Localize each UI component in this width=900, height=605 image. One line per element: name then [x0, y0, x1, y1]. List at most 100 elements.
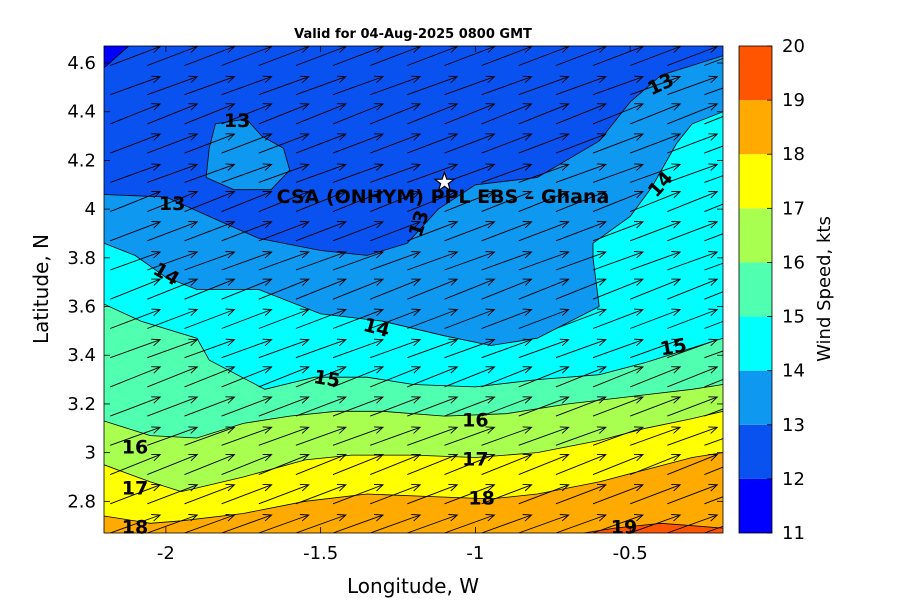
colorbar-tick-label: 13 — [782, 415, 805, 436]
wind-arrow — [481, 338, 533, 359]
y-tick-label: 4.6 — [67, 53, 96, 74]
wind-arrow — [704, 438, 723, 446]
wind-arrow — [332, 103, 385, 125]
wind-arrow — [147, 133, 199, 154]
wind-arrow — [295, 396, 347, 417]
wind-arrow — [481, 251, 533, 271]
wind-arrow — [481, 453, 533, 476]
wind-arrow — [518, 278, 570, 300]
wind-arrow — [147, 366, 199, 388]
wind-arrow — [630, 396, 682, 417]
contour-label-19: 19 — [611, 517, 637, 539]
wind-arrow — [407, 278, 459, 300]
wind-arrow — [555, 426, 607, 446]
colorbar-frame — [738, 45, 773, 534]
wind-arrow — [630, 453, 682, 476]
wind-arrow — [295, 483, 347, 505]
wind-arrow — [444, 190, 496, 213]
wind-arrow — [295, 103, 347, 125]
wind-arrow — [184, 221, 236, 242]
wind-arrow — [110, 483, 162, 505]
wind-arrow — [370, 453, 422, 476]
band-fill-18-19 — [104, 452, 723, 533]
contour-label-13: 13 — [224, 110, 250, 132]
wind-arrow — [110, 133, 162, 154]
wind-arrow — [332, 133, 385, 154]
wind-arrow — [184, 103, 236, 125]
wind-arrow — [295, 453, 347, 476]
wind-arrow — [592, 75, 645, 96]
wind-arrow — [481, 278, 533, 300]
wind-arrow — [221, 426, 273, 446]
wind-arrow — [370, 278, 422, 300]
wind-arrow — [518, 514, 570, 533]
colorbar-tick-label: 14 — [782, 361, 805, 382]
wind-arrow — [295, 75, 347, 96]
wind-arrow — [332, 251, 385, 271]
wind-arrow — [370, 221, 422, 242]
wind-arrow — [258, 308, 310, 329]
wind-arrow — [592, 163, 645, 183]
wind-arrow — [407, 163, 459, 183]
wind-arrow — [221, 190, 273, 213]
wind-arrow — [370, 366, 422, 388]
wind-arrow — [667, 483, 719, 505]
wind-arrow — [258, 163, 310, 183]
wind-arrow — [630, 251, 682, 271]
wind-arrow — [592, 514, 645, 533]
wind-arrow — [110, 453, 162, 476]
wind-arrow — [667, 75, 719, 96]
wind-arrow — [295, 163, 347, 183]
contour-line-13 — [104, 55, 723, 256]
wind-arrow — [518, 251, 570, 271]
wind-arrow — [110, 426, 162, 446]
wind-arrow — [444, 514, 496, 533]
wind-arrow — [481, 190, 533, 213]
wind-arrow — [444, 483, 496, 505]
wind-arrow — [667, 426, 719, 446]
wind-arrow — [184, 366, 236, 388]
wind-arrow — [704, 525, 723, 533]
wind-arrow — [444, 426, 496, 446]
wind-arrow — [370, 133, 422, 154]
wind-arrow — [630, 75, 682, 96]
wind-arrow — [147, 514, 199, 533]
wind-arrow — [555, 308, 607, 329]
wind-arrow — [555, 483, 607, 505]
colorbar-label: Wind Speed, kts — [814, 216, 835, 362]
site-label: CSA (ONHYM) PPL EBS – Ghana — [277, 186, 610, 208]
wind-arrow — [332, 163, 385, 183]
wind-arrow — [184, 308, 236, 329]
wind-arrow — [704, 291, 723, 300]
wind-arrow — [481, 396, 533, 417]
wind-arrow — [184, 251, 236, 271]
wind-arrow — [110, 75, 162, 96]
colorbar-tick-label: 17 — [782, 198, 805, 219]
wind-arrow — [221, 221, 273, 242]
wind-arrow — [295, 338, 347, 359]
wind-arrow — [221, 366, 273, 388]
wind-arrow — [110, 514, 162, 533]
wind-arrow — [184, 453, 236, 476]
wind-arrow — [630, 483, 682, 505]
contour-label-18: 18 — [122, 517, 148, 539]
wind-arrow — [667, 514, 719, 533]
wind-arrow — [481, 483, 533, 505]
wind-arrow — [407, 426, 459, 446]
wind-arrow — [555, 338, 607, 359]
wind-arrow — [407, 308, 459, 329]
wind-arrow — [370, 190, 422, 213]
wind-arrow — [407, 75, 459, 96]
wind-arrow — [370, 163, 422, 183]
wind-arrow — [258, 483, 310, 505]
wind-arrow — [407, 133, 459, 154]
wind-arrow — [295, 308, 347, 329]
wind-arrow — [332, 366, 385, 388]
wind-arrow — [630, 221, 682, 242]
wind-arrow — [370, 75, 422, 96]
y-axis-label: Latitude, N — [29, 234, 53, 344]
wind-arrow — [704, 87, 723, 96]
wind-arrow — [444, 366, 496, 388]
wind-arrow — [407, 366, 459, 388]
wind-arrow — [370, 103, 422, 125]
